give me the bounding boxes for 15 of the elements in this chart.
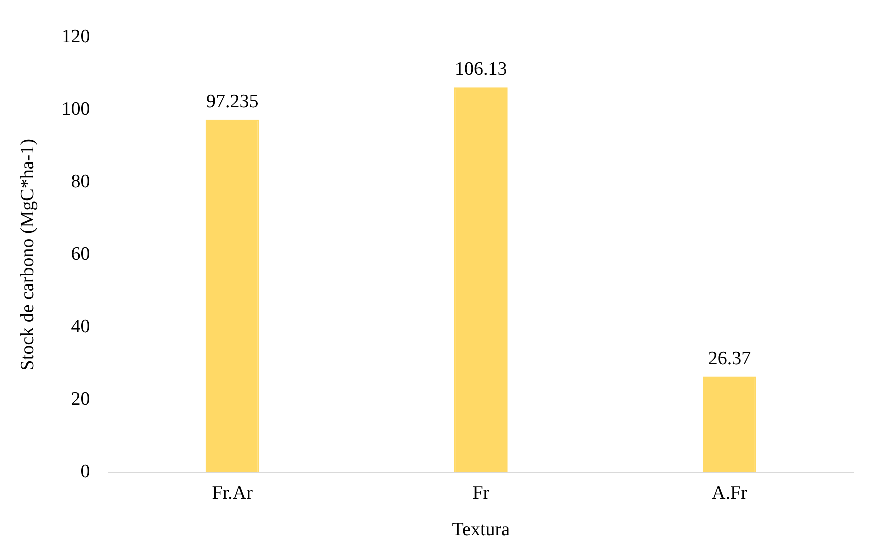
y-tick-label: 20 <box>71 388 90 410</box>
x-tick-label: Fr <box>472 482 490 504</box>
y-tick-label: 40 <box>71 316 90 338</box>
y-axis-title: Stock de carbono (MgC*ha-1) <box>17 139 38 371</box>
x-tick-label: A.Fr <box>712 482 748 504</box>
x-axis-title: Textura <box>452 520 511 541</box>
data-label: 26.37 <box>708 348 752 370</box>
y-tick-label: 80 <box>71 171 90 192</box>
y-tick-label: 0 <box>80 461 90 482</box>
x-tick-label: Fr.Ar <box>212 482 254 504</box>
data-label: 97.235 <box>206 91 259 112</box>
y-tick-label: 120 <box>62 26 90 48</box>
y-tick-label: 100 <box>62 98 90 120</box>
y-tick-label: 60 <box>71 244 90 265</box>
data-label: 106.13 <box>455 59 508 80</box>
